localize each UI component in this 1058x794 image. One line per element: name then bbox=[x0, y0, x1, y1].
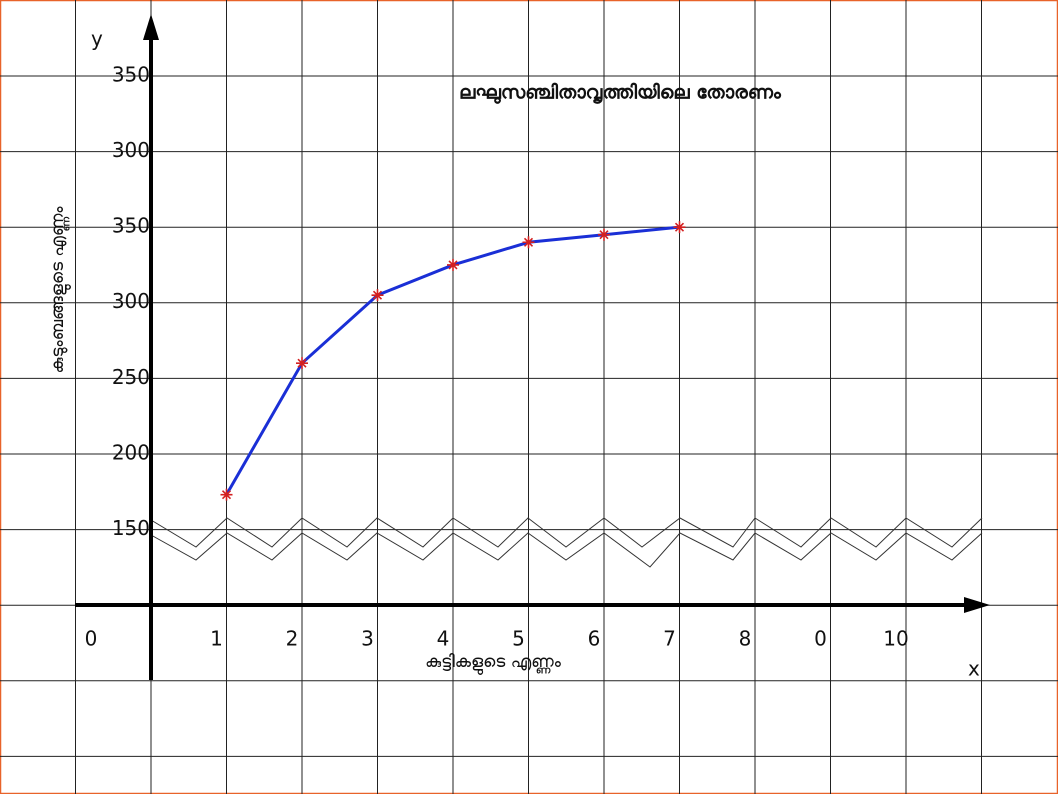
axis-break bbox=[150, 532, 983, 568]
x-tick-label: 0 bbox=[814, 627, 827, 651]
x-tick-label: 2 bbox=[286, 627, 299, 651]
x-axis-name: x bbox=[968, 657, 980, 681]
x-tick-label: 0 bbox=[85, 627, 98, 651]
data-point bbox=[673, 221, 686, 234]
y-axis-label: കുടുംബങ്ങളുടെ എണ്ണം bbox=[48, 206, 71, 374]
x-tick-label: 6 bbox=[588, 627, 601, 651]
data-point bbox=[522, 236, 535, 249]
y-tick-label: 350 bbox=[112, 63, 150, 87]
data-point bbox=[598, 228, 610, 241]
x-tick-label: 7 bbox=[663, 627, 676, 651]
x-tick-label: 1 bbox=[210, 627, 223, 651]
x-tick-label: 8 bbox=[739, 627, 752, 651]
axis-break bbox=[150, 517, 983, 548]
y-axis-name: y bbox=[91, 27, 103, 51]
x-tick-label: 4 bbox=[437, 627, 450, 651]
y-tick-label: 250 bbox=[112, 365, 150, 389]
x-tick-label: 3 bbox=[361, 627, 374, 651]
data-point bbox=[371, 289, 384, 302]
y-axis-arrow bbox=[143, 14, 159, 40]
y-tick-label: 150 bbox=[112, 516, 150, 540]
y-tick-label: 300 bbox=[112, 138, 150, 162]
x-axis-arrow bbox=[964, 597, 990, 613]
x-tick-label: 5 bbox=[512, 627, 525, 651]
chart-title: ലഘുസഞ്ചിതാവൃത്തിയിലെ തോരണം bbox=[459, 82, 782, 105]
data-point bbox=[220, 488, 233, 501]
y-tick-label: 350 bbox=[112, 214, 150, 238]
y-tick-label: 300 bbox=[112, 289, 150, 313]
x-axis-label: കുട്ടികളുടെ എണ്ണം bbox=[425, 652, 562, 675]
data-point bbox=[296, 357, 308, 370]
x-tick-label: 10 bbox=[883, 627, 908, 651]
data-point bbox=[447, 258, 459, 271]
y-tick-label: 200 bbox=[112, 440, 150, 464]
